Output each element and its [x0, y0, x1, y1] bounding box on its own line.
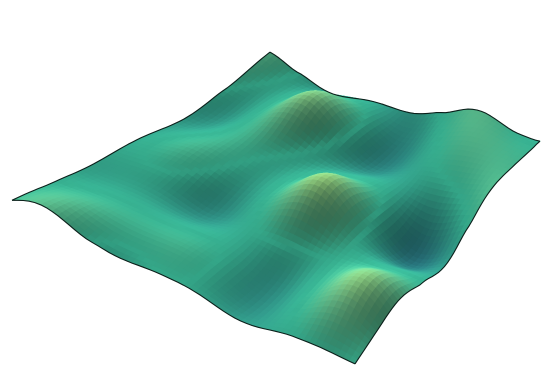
surface-outline — [11, 51, 541, 365]
surface-mesh — [11, 51, 541, 365]
